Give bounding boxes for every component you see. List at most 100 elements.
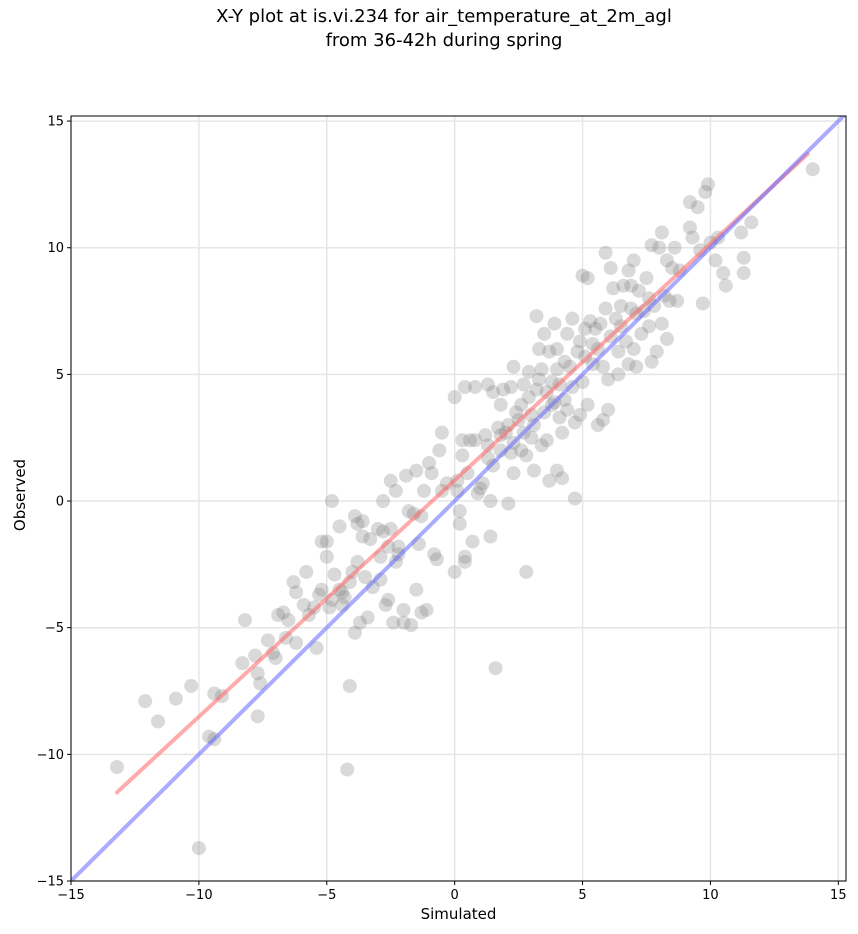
data-point bbox=[332, 582, 347, 597]
data-point bbox=[501, 496, 516, 511]
data-point bbox=[601, 372, 616, 387]
data-point bbox=[532, 342, 547, 357]
data-point bbox=[235, 656, 250, 671]
data-point bbox=[370, 521, 385, 536]
data-point bbox=[281, 613, 296, 628]
data-point bbox=[455, 448, 470, 463]
data-point bbox=[690, 200, 705, 215]
y-tick-label: 15 bbox=[47, 115, 64, 130]
data-point bbox=[138, 694, 153, 709]
data-point bbox=[516, 377, 531, 392]
data-point bbox=[191, 841, 206, 856]
data-point bbox=[416, 483, 431, 498]
data-point bbox=[639, 271, 654, 286]
data-point bbox=[631, 283, 646, 298]
data-point bbox=[503, 380, 518, 395]
data-point bbox=[409, 463, 424, 478]
data-point bbox=[542, 473, 557, 488]
data-point bbox=[386, 615, 401, 630]
data-point bbox=[524, 430, 539, 445]
data-point bbox=[662, 293, 677, 308]
data-point bbox=[644, 354, 659, 369]
data-point bbox=[347, 625, 362, 640]
data-point bbox=[708, 253, 723, 268]
data-point bbox=[616, 278, 631, 293]
data-point bbox=[608, 311, 623, 326]
data-point bbox=[534, 362, 549, 377]
data-point bbox=[268, 651, 283, 666]
data-point bbox=[355, 529, 370, 544]
data-point bbox=[434, 425, 449, 440]
data-point bbox=[388, 483, 403, 498]
data-point bbox=[478, 428, 493, 443]
data-point bbox=[312, 587, 327, 602]
data-point bbox=[580, 271, 595, 286]
data-point bbox=[570, 344, 585, 359]
data-point bbox=[376, 524, 391, 539]
data-point bbox=[537, 326, 552, 341]
data-point bbox=[744, 215, 759, 230]
data-point bbox=[447, 390, 462, 405]
x-tick-label: −10 bbox=[185, 888, 212, 903]
data-point bbox=[654, 316, 669, 331]
data-point bbox=[670, 293, 685, 308]
data-point bbox=[296, 597, 311, 612]
data-point bbox=[506, 359, 521, 374]
data-point bbox=[396, 602, 411, 617]
data-point bbox=[700, 177, 715, 192]
data-point bbox=[378, 597, 393, 612]
fit-line bbox=[115, 151, 810, 795]
data-point bbox=[606, 281, 621, 296]
data-point bbox=[355, 514, 370, 529]
data-point bbox=[493, 397, 508, 412]
data-point bbox=[621, 357, 636, 372]
data-point bbox=[529, 382, 544, 397]
data-point bbox=[565, 311, 580, 326]
data-point bbox=[619, 334, 634, 349]
data-point bbox=[360, 610, 375, 625]
data-point bbox=[414, 605, 429, 620]
data-point bbox=[363, 532, 378, 547]
data-point bbox=[468, 433, 483, 448]
data-point bbox=[424, 466, 439, 481]
data-point bbox=[483, 494, 498, 509]
data-point bbox=[409, 582, 424, 597]
data-point bbox=[350, 516, 365, 531]
data-point bbox=[468, 380, 483, 395]
data-point bbox=[644, 238, 659, 253]
data-point bbox=[340, 762, 355, 777]
x-tick-label: 10 bbox=[702, 888, 719, 903]
data-point bbox=[542, 344, 557, 359]
data-point bbox=[626, 342, 641, 357]
x-tick-label: 0 bbox=[451, 888, 459, 903]
data-point bbox=[452, 516, 467, 531]
y-tick-label: −5 bbox=[45, 621, 64, 636]
y-axis-label: Observed bbox=[11, 458, 29, 532]
data-point bbox=[695, 296, 710, 311]
data-point bbox=[457, 554, 472, 569]
data-point bbox=[429, 552, 444, 567]
data-point bbox=[567, 491, 582, 506]
data-point bbox=[634, 326, 649, 341]
data-point bbox=[168, 691, 183, 706]
data-point bbox=[150, 714, 165, 729]
data-point bbox=[322, 600, 337, 615]
x-tick-label: 15 bbox=[830, 888, 847, 903]
data-point bbox=[347, 509, 362, 524]
data-point bbox=[716, 266, 731, 281]
data-point bbox=[588, 321, 603, 336]
data-point bbox=[521, 364, 536, 379]
data-point bbox=[642, 319, 657, 334]
data-point bbox=[289, 585, 304, 600]
data-point bbox=[514, 443, 529, 458]
data-point bbox=[682, 195, 697, 210]
data-point bbox=[250, 666, 265, 681]
axes-frame bbox=[70, 115, 847, 882]
data-point bbox=[506, 466, 521, 481]
data-point bbox=[560, 402, 575, 417]
data-point bbox=[465, 534, 480, 549]
data-point bbox=[110, 760, 125, 775]
data-point bbox=[539, 385, 554, 400]
data-point bbox=[659, 253, 674, 268]
